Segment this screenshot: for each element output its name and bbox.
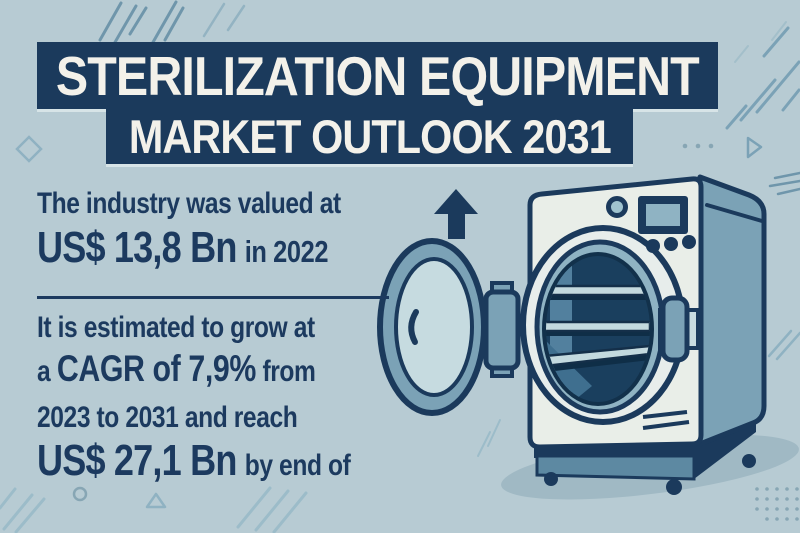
- up-arrow-icon: [434, 189, 478, 239]
- valuation-value-row: US$ 13,8 Bn in 2022: [37, 222, 381, 284]
- title-line2: MARKET OUTLOOK 2031: [128, 110, 612, 163]
- title-banner-primary: STERILIZATION EQUIPMENT: [37, 42, 718, 109]
- title-line1: STERILIZATION EQUIPMENT: [55, 44, 700, 107]
- decor-dots-icon: [682, 143, 714, 149]
- growth-line2-pre: a: [37, 355, 51, 388]
- autoclave-illustration: [377, 174, 799, 500]
- control-buttons-icon: [646, 235, 696, 253]
- decor-triangle-up-icon: [145, 492, 167, 509]
- growth-line4: US$ 27,1 Bn by end of: [37, 437, 381, 495]
- decor-lines-right-mid: [767, 329, 800, 361]
- decor-diamond-icon: [15, 135, 43, 163]
- stats-column: The industry was valued at US$ 13,8 Bn in…: [37, 186, 457, 495]
- valuation-lead-text: The industry was valued at: [37, 187, 341, 220]
- growth-line2-post: from: [262, 355, 316, 388]
- decor-lines-top-right: [725, 21, 800, 130]
- growth-line2: a CAGR of 7,9% from: [37, 347, 381, 399]
- growth-line4-tail: by end of: [244, 449, 351, 482]
- growth-line3: 2023 to 2031 and reach: [37, 401, 298, 434]
- indicator-light-icon: [606, 196, 628, 218]
- decor-lines-bottom-left: [0, 487, 46, 533]
- decor-speed-lines: [768, 171, 800, 196]
- divider-line: [37, 296, 389, 299]
- decor-lines-bottom-center: [236, 419, 501, 533]
- decor-dot-grid: [755, 487, 799, 521]
- growth-forecast-value: US$ 27,1 Bn: [37, 436, 237, 485]
- decor-lines-top-left: [98, 0, 246, 46]
- decor-circle-icon: [72, 486, 88, 502]
- growth-cagr-value: CAGR of 7,9%: [56, 348, 256, 389]
- vent-lines-icon: [642, 410, 690, 430]
- chamber-interior: [546, 256, 650, 402]
- growth-line1: It is estimated to grow at: [37, 311, 315, 344]
- valuation-tail: in 2022: [244, 234, 329, 269]
- valuation-value: US$ 13,8 Bn: [37, 223, 237, 272]
- decor-triangle-right-icon: [746, 136, 763, 159]
- title-banner-secondary: MARKET OUTLOOK 2031: [106, 109, 633, 164]
